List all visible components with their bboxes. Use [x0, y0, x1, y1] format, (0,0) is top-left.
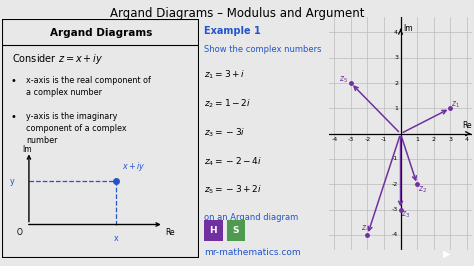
Text: $z_2 = 1 - 2i$: $z_2 = 1 - 2i$ [204, 98, 251, 110]
Text: $z_1$: $z_1$ [451, 99, 460, 110]
Text: $x + iy$: $x + iy$ [122, 160, 146, 173]
Text: -4: -4 [392, 232, 398, 237]
Text: Consider $z = x + iy$: Consider $z = x + iy$ [12, 52, 104, 66]
Text: ▶: ▶ [443, 249, 450, 259]
Text: x-axis is the real component of
a complex number: x-axis is the real component of a comple… [26, 76, 151, 97]
Text: O: O [16, 228, 22, 237]
Text: $z_2$: $z_2$ [418, 184, 427, 194]
Text: •: • [10, 112, 16, 122]
Text: $z_1 = 3 + i$: $z_1 = 3 + i$ [204, 69, 245, 81]
Text: $z_3 = -3i$: $z_3 = -3i$ [204, 126, 245, 139]
Text: on an Argand diagram: on an Argand diagram [204, 213, 298, 222]
Text: Re: Re [165, 228, 175, 237]
Text: Re: Re [462, 121, 472, 130]
Text: Im: Im [403, 24, 413, 33]
Bar [227, 220, 246, 241]
Text: mr-mathematics.com: mr-mathematics.com [204, 248, 301, 257]
Text: 3: 3 [394, 55, 398, 60]
Text: 3: 3 [448, 138, 452, 143]
Text: $z_3$: $z_3$ [401, 209, 410, 220]
Text: $z_4 = -2 - 4i$: $z_4 = -2 - 4i$ [204, 155, 262, 168]
Text: 2: 2 [394, 81, 398, 86]
Text: 1: 1 [394, 106, 398, 111]
Text: 1: 1 [415, 138, 419, 143]
Bar [204, 220, 223, 241]
Text: H: H [210, 226, 217, 235]
Text: -3: -3 [392, 207, 398, 212]
Text: $z_4$: $z_4$ [361, 223, 370, 234]
Text: •: • [10, 76, 16, 86]
Text: x: x [114, 234, 119, 243]
Text: Im: Im [22, 145, 32, 154]
Text: $z_5$: $z_5$ [339, 74, 348, 85]
Text: $z_5 = -3 + 2i$: $z_5 = -3 + 2i$ [204, 184, 262, 196]
Text: Show the complex numbers: Show the complex numbers [204, 45, 321, 54]
Text: 2: 2 [432, 138, 436, 143]
Text: Example 1: Example 1 [204, 26, 261, 36]
Text: 4: 4 [465, 138, 469, 143]
Text: S: S [233, 226, 239, 235]
Text: -1: -1 [381, 138, 387, 143]
Text: Argand Diagrams: Argand Diagrams [50, 28, 152, 38]
Text: y: y [9, 177, 14, 186]
Text: -3: -3 [348, 138, 354, 143]
Text: -4: -4 [331, 138, 337, 143]
Text: Argand Diagrams – Modulus and Argument: Argand Diagrams – Modulus and Argument [110, 7, 364, 20]
Text: -2: -2 [365, 138, 371, 143]
Text: 4: 4 [394, 30, 398, 35]
Text: -1: -1 [392, 156, 398, 161]
Text: -2: -2 [392, 182, 398, 187]
Text: y-axis is the imaginary
component of a complex
number: y-axis is the imaginary component of a c… [26, 112, 127, 145]
